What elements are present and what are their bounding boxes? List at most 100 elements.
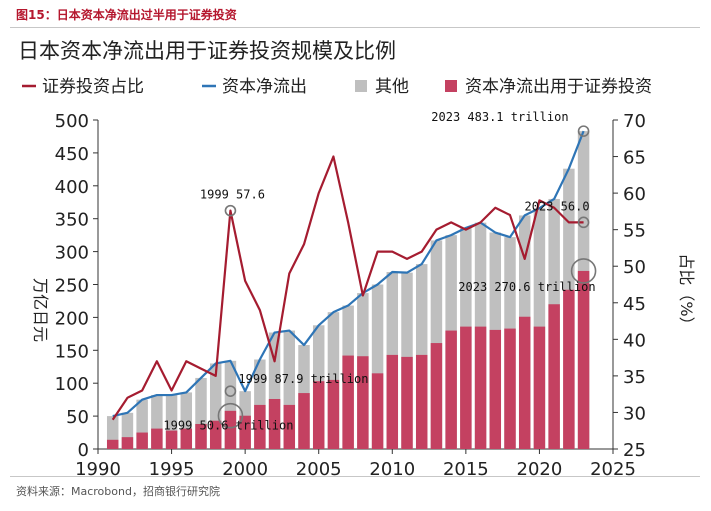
bar-securities [151, 428, 163, 449]
chart-title: 日本资本净流出用于证券投资规模及比例 [18, 39, 396, 63]
bar-securities [327, 379, 340, 449]
annotation-marker [224, 204, 237, 217]
bar-securities [239, 415, 251, 449]
y-tick-label: 300 [55, 243, 89, 264]
bar-securities [504, 328, 516, 449]
bar-securities [474, 326, 487, 449]
legend-label-other: 其他 [375, 77, 409, 97]
y-tick-label: 450 [55, 144, 89, 165]
x-tick-label: 2000 [222, 459, 268, 476]
bar-securities [121, 437, 134, 449]
bar-securities [195, 423, 207, 449]
line-outflow [112, 130, 585, 418]
bar-other [121, 412, 134, 449]
bar-securities [165, 430, 178, 449]
y2-tick-label: 55 [623, 221, 646, 242]
bar-securities [548, 304, 560, 449]
bar-securities [254, 404, 266, 449]
bar-other [224, 360, 237, 449]
bar-securities [430, 343, 443, 449]
annotation-marker [217, 402, 244, 429]
bar-other [106, 416, 119, 449]
y-axis-label: 万亿日元 [31, 278, 50, 342]
x-tick-label: 2005 [296, 459, 342, 476]
figure-label: 图15：日本资本净流出过半用于证券投资 [16, 8, 237, 22]
bar-securities [136, 432, 148, 449]
bar-securities [489, 329, 502, 449]
annotation-marker [570, 258, 597, 284]
legend-label-securities: 资本净流出用于证券投资 [465, 77, 652, 97]
legend-swatch-other [355, 80, 367, 92]
y-tick-label: 350 [55, 210, 89, 231]
bar-securities [401, 356, 413, 449]
bar-other [209, 363, 222, 449]
annotation-label: 1999 87.9 trillion [238, 372, 368, 386]
annotation-label: 2023 56.0 [525, 199, 590, 213]
x-tick-label: 2025 [590, 459, 636, 476]
bar-securities [563, 289, 575, 449]
plot-area: 0 50 100 150 200 250 300 350 400 450 500 25 30 35 40 45… [55, 110, 646, 476]
y-tick-label: 0 [78, 440, 89, 461]
footer-divider [10, 476, 700, 477]
y-tick-label: 250 [55, 276, 89, 297]
y2-tick-label: 35 [623, 367, 646, 388]
y-tick-label: 400 [55, 177, 89, 198]
bar-securities [312, 381, 325, 449]
y2-tick-label: 30 [623, 403, 646, 424]
legend: 证券投资占比 资本净流出 其他 资本净流出用于证券投资 [22, 77, 652, 97]
bar-securities [460, 326, 472, 449]
bar-other [268, 332, 281, 449]
bar-securities [209, 420, 222, 449]
bar-other [254, 359, 266, 449]
y2-axis-label: 占比（%） [677, 253, 696, 332]
bar-securities [445, 330, 457, 449]
bar-other [371, 284, 384, 449]
bar-securities [371, 373, 384, 449]
x-tick-label: 1990 [75, 459, 121, 476]
bar-securities [386, 354, 399, 449]
bar-securities [577, 270, 590, 449]
bar-other [136, 399, 148, 449]
legend-label-outflow: 资本净流出 [222, 77, 307, 97]
bar-securities [357, 356, 369, 449]
y2-tick-label: 45 [623, 294, 646, 315]
legend-swatch-securities [445, 80, 457, 92]
y-tick-label: 50 [66, 407, 89, 428]
y2-tick-label: 50 [623, 257, 646, 278]
y-tick-label: 100 [55, 374, 89, 395]
bar-securities [106, 439, 119, 449]
annotation-label: 1999 50.6 trillion [163, 419, 293, 433]
bar-securities [415, 354, 428, 449]
annotation-marker [577, 125, 590, 137]
chart-svg: 日本资本净流出用于证券投资规模及比例 证券投资占比 资本净流出 其他 资本净流出用于证… [18, 39, 696, 476]
bar-securities [180, 428, 193, 449]
y2-tick-label: 65 [623, 148, 646, 169]
bar-securities [224, 410, 237, 449]
y-tick-label: 200 [55, 308, 89, 329]
bar-other [283, 330, 296, 449]
bar-securities [533, 326, 546, 449]
bar-other [151, 395, 163, 449]
y-tick-label: 500 [55, 111, 89, 132]
bar-other [180, 392, 193, 449]
bar-securities [298, 393, 310, 449]
title-divider [10, 27, 700, 28]
bar-securities [518, 316, 531, 449]
annotation-label: 1999 57.6 [200, 188, 265, 202]
x-tick-label: 1995 [149, 459, 195, 476]
bar-securities [268, 398, 281, 449]
source-note: 资料来源：Macrobond，招商银行研究院 [16, 485, 220, 498]
annotation-label: 2023 483.1 trillion [431, 110, 568, 124]
annotation-marker [577, 216, 590, 229]
x-tick-label: 2010 [369, 459, 415, 476]
bar-securities [342, 355, 354, 449]
y2-tick-label: 70 [623, 111, 646, 132]
bar-other [165, 395, 178, 449]
line-ratio [111, 155, 584, 421]
legend-label-ratio: 证券投资占比 [42, 77, 144, 97]
y2-tick-label: 40 [623, 330, 646, 351]
y2-tick-label: 60 [623, 184, 646, 205]
annotation-marker [224, 385, 237, 397]
bar-other [195, 377, 207, 449]
y2-tick-label: 25 [623, 440, 646, 461]
